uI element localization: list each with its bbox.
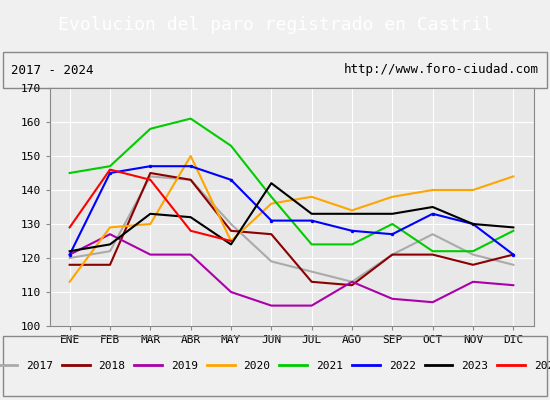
Text: Evolucion del paro registrado en Castril: Evolucion del paro registrado en Castril <box>58 16 492 34</box>
Text: 2017 - 2024: 2017 - 2024 <box>11 64 94 76</box>
Text: http://www.foro-ciudad.com: http://www.foro-ciudad.com <box>344 64 539 76</box>
Legend: 2017, 2018, 2019, 2020, 2021, 2022, 2023, 2024: 2017, 2018, 2019, 2020, 2021, 2022, 2023… <box>0 356 550 376</box>
